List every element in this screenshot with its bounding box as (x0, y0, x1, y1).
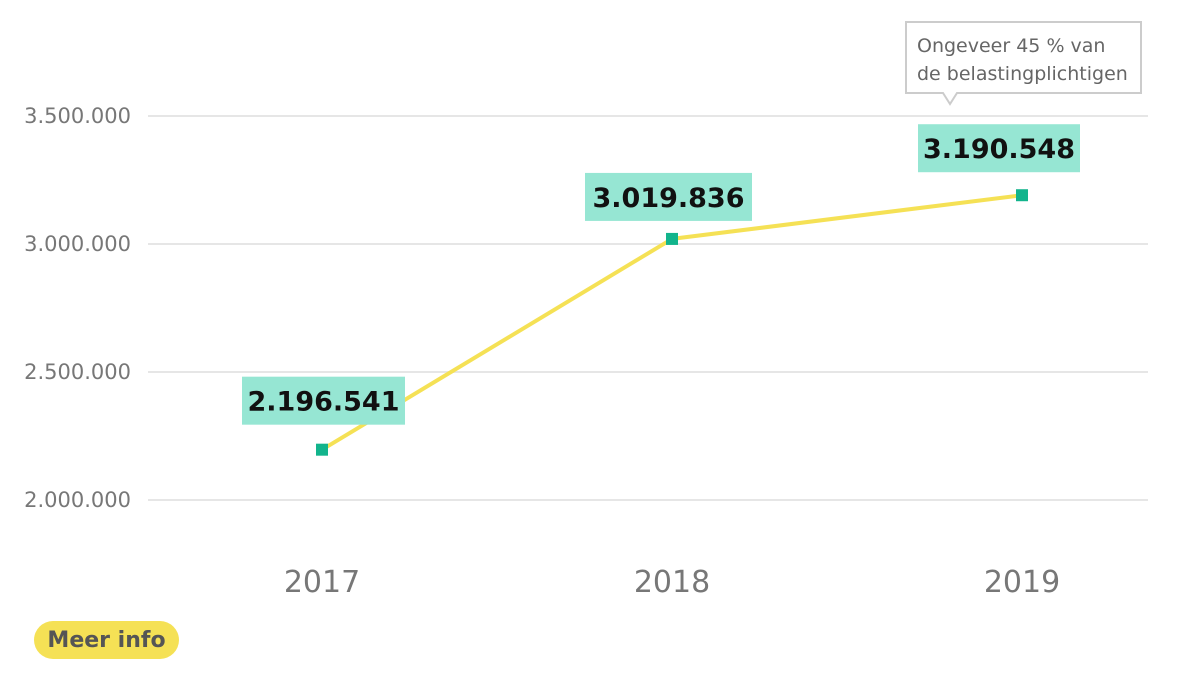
data-label: 2.196.541 (247, 387, 399, 418)
x-tick-label: 2017 (284, 565, 360, 600)
data-point-marker (1016, 189, 1028, 202)
y-tick-label: 3.000.000 (24, 232, 131, 256)
y-tick-label: 3.500.000 (24, 104, 131, 128)
x-tick-label: 2019 (984, 565, 1060, 600)
data-label-box (242, 376, 405, 425)
y-tick-label: 2.500.000 (24, 360, 131, 384)
data-label-box (585, 172, 752, 221)
more-info-button[interactable]: Meer info (34, 621, 179, 659)
data-point-marker (316, 443, 328, 456)
data-label: 3.190.548 (923, 134, 1075, 165)
y-tick-label: 2.000.000 (24, 488, 131, 512)
annotation-callout (905, 21, 1142, 106)
annotation-text: Ongeveer 45 % van (917, 35, 1105, 57)
data-point-marker (666, 232, 678, 245)
data-label: 3.019.836 (592, 183, 744, 214)
data-label-box (918, 124, 1080, 173)
x-tick-label: 2018 (634, 565, 710, 600)
annotation-text: de belastingplichtigen (917, 63, 1128, 85)
